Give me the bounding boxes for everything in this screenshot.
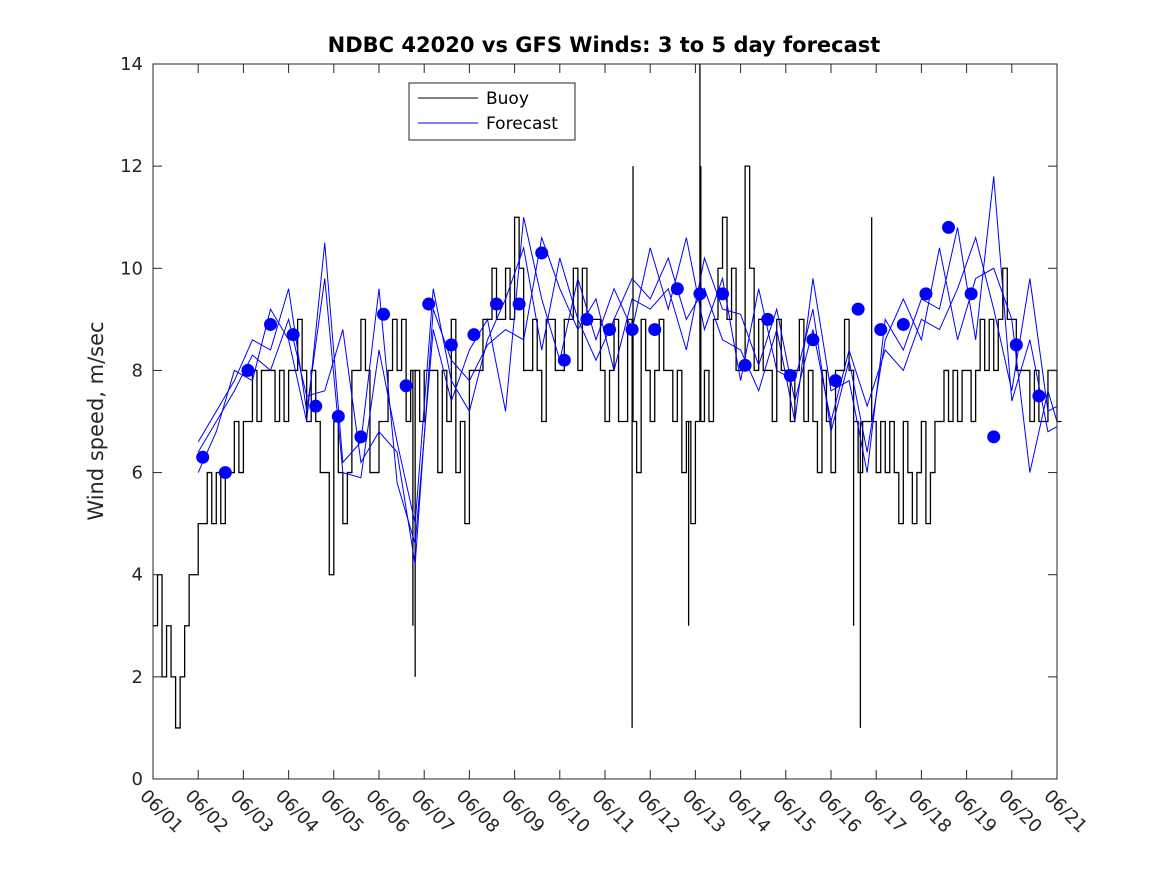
legend-label-forecast: Forecast: [486, 114, 558, 134]
forecast-marker-28: [829, 374, 843, 388]
forecast-marker-33: [942, 220, 956, 234]
forecast-marker-9: [399, 379, 413, 393]
forecast-marker-3: [264, 317, 278, 331]
forecast-marker-11: [444, 338, 458, 352]
forecast-marker-29: [851, 302, 865, 316]
forecast-marker-20: [648, 323, 662, 337]
buoy-series-line: [153, 165, 1062, 729]
forecast-marker-8: [377, 307, 391, 321]
y-tick-label-4: 8: [132, 360, 143, 381]
y-tick-label-0: 0: [132, 769, 143, 790]
forecast-trace-0: [197, 235, 1058, 565]
forecast-marker-27: [806, 333, 820, 347]
y-tick-label-7: 14: [120, 54, 143, 75]
plot-area: [153, 64, 1062, 729]
forecast-trace-2: [197, 176, 1058, 524]
forecast-marker-15: [535, 246, 549, 260]
y-axis-label: Wind speed, m/sec: [84, 321, 108, 520]
y-tick-label-1: 2: [132, 667, 143, 688]
forecast-marker-34: [964, 287, 978, 301]
forecast-marker-5: [309, 399, 323, 413]
forecast-marker-23: [716, 287, 730, 301]
y-tick-label-3: 6: [132, 463, 143, 484]
y-tick-label-6: 12: [120, 156, 143, 177]
forecast-marker-16: [557, 353, 571, 367]
legend: Buoy Forecast: [408, 82, 576, 141]
forecast-marker-24: [738, 358, 752, 372]
forecast-marker-37: [1032, 389, 1046, 403]
forecast-marker-35: [987, 430, 1001, 444]
legend-box: [408, 82, 576, 141]
forecast-marker-6: [331, 409, 345, 423]
forecast-marker-4: [286, 328, 300, 342]
forecast-marker-22: [693, 287, 707, 301]
forecast-marker-13: [490, 297, 504, 311]
forecast-marker-19: [625, 323, 639, 337]
y-tick-label-2: 4: [132, 565, 143, 586]
forecast-marker-36: [1009, 338, 1023, 352]
forecast-marker-1: [218, 466, 232, 480]
forecast-marker-21: [670, 282, 684, 296]
forecast-marker-17: [580, 312, 594, 326]
forecast-marker-14: [512, 297, 526, 311]
forecast-marker-26: [783, 369, 797, 383]
forecast-marker-7: [354, 430, 368, 444]
forecast-marker-10: [422, 297, 436, 311]
forecast-marker-32: [919, 287, 933, 301]
forecast-marker-2: [241, 363, 255, 377]
legend-label-buoy: Buoy: [486, 89, 529, 109]
chart-title: NDBC 42020 vs GFS Winds: 3 to 5 day fore…: [328, 33, 881, 57]
forecast-marker-18: [603, 323, 617, 337]
forecast-marker-25: [761, 312, 775, 326]
forecast-marker-12: [467, 328, 481, 342]
forecast-marker-30: [874, 323, 888, 337]
forecast-marker-31: [896, 317, 910, 331]
y-tick-label-5: 10: [120, 258, 143, 279]
forecast-marker-0: [196, 450, 210, 464]
